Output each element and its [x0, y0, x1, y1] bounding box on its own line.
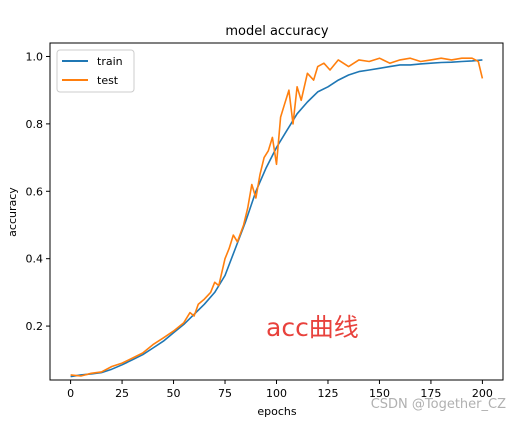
series-line-train	[70, 59, 483, 378]
x-tick-label: 0	[67, 387, 74, 400]
chart-title: model accuracy	[225, 24, 329, 39]
y-tick-label: 0.4	[26, 253, 44, 266]
series-layer	[70, 57, 484, 378]
y-tick-label: 1.0	[26, 50, 44, 63]
legend: train test	[56, 49, 135, 93]
x-axis-ticks: 0 25 50 75 100 125 150 175 200	[67, 380, 493, 400]
x-axis-label: epochs	[257, 405, 296, 418]
x-tick-label: 25	[115, 387, 129, 400]
x-tick-label: 100	[266, 387, 287, 400]
chart-annotation: acc曲线	[266, 313, 359, 342]
x-tick-label: 75	[218, 387, 232, 400]
y-axis-label: accuracy	[6, 187, 19, 237]
x-tick-label: 150	[369, 387, 390, 400]
y-tick-label: 0.6	[26, 185, 44, 198]
x-tick-label: 125	[317, 387, 338, 400]
x-tick-label: 175	[420, 387, 441, 400]
y-tick-label: 0.2	[26, 320, 44, 333]
x-tick-label: 50	[167, 387, 181, 400]
series-line-test	[70, 57, 484, 377]
y-axis-ticks: 0.2 0.4 0.6 0.8 1.0	[26, 50, 50, 333]
legend-label-test: test	[97, 74, 119, 87]
watermark-text: CSDN @Together_CZ	[371, 397, 506, 412]
y-tick-label: 0.8	[26, 118, 44, 131]
x-tick-label: 200	[472, 387, 493, 400]
legend-label-train: train	[97, 55, 123, 68]
